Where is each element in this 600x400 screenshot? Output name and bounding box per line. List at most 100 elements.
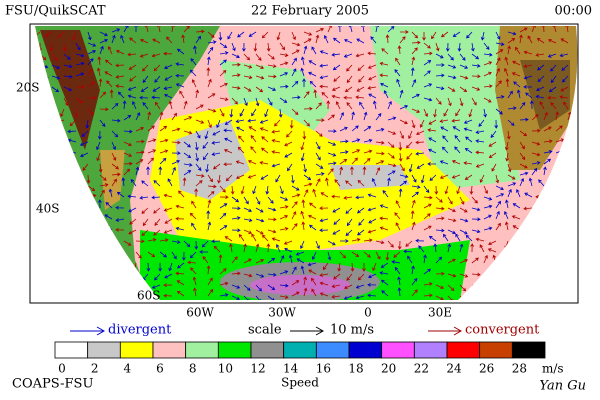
wind-arrow [387,116,397,121]
wind-arrow [511,72,521,77]
colorbar-tick: 24 [446,362,462,376]
wind-arrow [543,139,553,144]
header-left: FSU/QuikSCAT [5,4,106,19]
wind-arrow [278,108,283,118]
arrow-head [315,326,325,336]
wind-arrow [231,73,241,78]
wind-arrow [219,42,228,48]
wind-arrow [319,228,329,233]
wind-arrow [455,233,461,242]
wind-arrow [300,210,305,220]
wind-arrow [536,86,545,92]
wind-arrow [495,67,500,77]
wind-arrow [547,95,557,100]
wind-arrow [163,51,173,56]
wind-arrow [536,37,545,44]
wind-arrow [555,111,559,121]
wind-arrow [561,64,569,71]
colorbar-tick: 22 [414,362,429,376]
wind-arrow [555,138,565,143]
wind-arrow [99,91,107,99]
lat-label: 40S [36,202,60,216]
wind-arrow [319,206,329,211]
wind-arrow [219,97,229,102]
wind-arrow [371,178,377,187]
wind-arrow [411,277,418,286]
wind-arrow [279,84,289,89]
wind-arrow [132,100,137,110]
wind-arrow [315,178,321,187]
wind-arrow [379,73,389,78]
wind-arrow [444,185,449,195]
wind-arrow [379,226,389,231]
wind-arrow [199,250,209,254]
wind-arrow [516,89,521,99]
wind-arrow [535,53,545,57]
wind-arrow [147,138,157,143]
wind-arrow [398,188,403,198]
wind-arrow [219,195,229,200]
wind-arrow [495,57,501,66]
wind-arrow [139,53,149,58]
wind-arrow [531,26,536,33]
wind-arrow [63,97,69,106]
wind-arrow [507,163,512,173]
wind-arrow [351,149,361,154]
wind-arrow [408,130,413,140]
wind-arrow [331,194,341,199]
wind-arrow [507,182,517,187]
wind-arrow [495,108,503,115]
wind-arrow [261,147,269,154]
wind-arrow [99,38,108,44]
header-time: 00:00 [555,4,592,19]
wind-arrow [454,146,461,154]
wind-arrow [99,189,105,198]
wind-arrow [411,31,419,39]
wind-arrow [381,290,389,297]
wind-arrow [87,68,93,77]
wind-arrow [308,71,317,77]
wind-arrow [368,218,377,224]
wind-arrow [563,101,569,110]
wind-arrow [466,31,473,39]
wind-arrow [447,243,452,253]
wind-arrow [111,28,121,33]
wind-arrow [117,91,125,99]
wind-arrow [343,195,353,200]
wind-arrow [385,251,390,261]
wind-arrow [134,26,138,33]
wind-arrow [104,214,113,220]
wind-arrow [383,90,389,99]
wind-arrow [207,31,215,38]
wind-arrow [189,212,197,220]
wind-arrow [309,80,317,88]
wind-arrow [495,31,501,40]
wind-arrow [171,251,177,260]
wind-arrow [543,126,552,132]
wind-arrow [163,283,173,288]
wind-arrow [447,229,456,235]
wind-arrow [465,136,473,143]
wind-arrow [523,50,533,55]
wind-arrow [490,130,497,138]
wind-arrow [416,163,425,169]
wind-arrow [560,38,569,44]
wind-arrow [435,295,444,300]
lon-label: 30W [268,306,296,320]
wind-arrow [393,251,401,258]
wind-arrow [479,244,485,253]
wind-arrow [535,94,545,99]
wind-arrow [483,185,489,195]
wind-arrow [519,27,528,33]
wind-arrow [255,207,264,213]
wind-arrow [344,38,353,44]
wind-arrow [98,78,103,88]
wind-arrow [326,100,331,110]
wind-arrow [51,53,58,61]
wind-arrow [231,86,241,90]
wind-arrow [442,135,449,143]
wind-arrow [289,119,294,129]
wind-arrow [151,195,161,200]
wind-arrow [111,130,119,138]
wind-arrow [350,166,354,176]
